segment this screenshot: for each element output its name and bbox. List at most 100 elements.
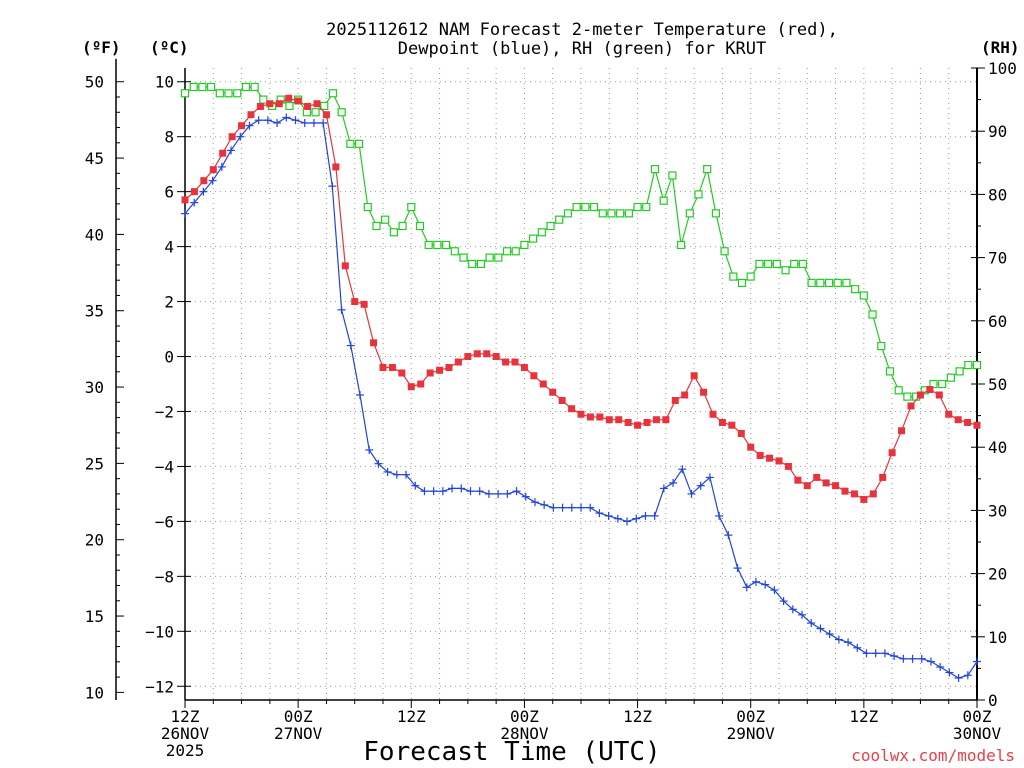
- rh-tick-label: 90: [988, 122, 1007, 141]
- data-point: [466, 487, 475, 496]
- data-point: [263, 116, 272, 125]
- x-tick-label: 00Z: [963, 707, 992, 726]
- data-point: [521, 492, 530, 501]
- data-point: [834, 635, 843, 644]
- data-point: [718, 418, 726, 426]
- data-point: [245, 121, 254, 130]
- data-point: [747, 443, 755, 451]
- data-point: [890, 652, 899, 661]
- data-point: [346, 139, 355, 148]
- data-point: [964, 360, 973, 370]
- data-point: [596, 413, 604, 421]
- data-point: [676, 240, 686, 250]
- data-point: [926, 385, 934, 393]
- data-point: [634, 421, 642, 429]
- data-point: [954, 416, 962, 424]
- data-point: [581, 202, 590, 212]
- data-point: [669, 478, 678, 487]
- data-point: [662, 416, 670, 424]
- data-point: [868, 310, 877, 319]
- data-point: [402, 470, 411, 479]
- data-point: [972, 360, 982, 370]
- data-point: [567, 503, 576, 512]
- data-point: [885, 367, 895, 376]
- data-point: [964, 418, 972, 426]
- data-point: [678, 465, 687, 474]
- fahrenheit-tick-label: 35: [85, 302, 104, 321]
- data-point: [457, 484, 466, 493]
- data-point: [398, 369, 406, 377]
- data-point: [181, 196, 189, 204]
- data-point: [511, 358, 519, 366]
- data-point: [869, 490, 877, 498]
- x-tick-label: 12Z: [623, 707, 652, 726]
- data-point: [595, 509, 604, 518]
- celsius-tick-label: −2: [155, 402, 174, 421]
- data-point: [860, 495, 868, 503]
- data-point: [341, 262, 349, 270]
- x-tick-label: 00Z: [736, 707, 765, 726]
- data-point: [798, 259, 808, 269]
- chart-title-line2: Dewpoint (blue), RH (green) for KRUT: [398, 39, 766, 59]
- data-point: [354, 139, 364, 148]
- data-point: [448, 484, 457, 493]
- data-point: [954, 674, 963, 683]
- data-point: [424, 240, 433, 250]
- data-point: [241, 82, 251, 92]
- data-point: [502, 247, 512, 256]
- data-point: [916, 391, 924, 399]
- celsius-tick-label: 8: [164, 128, 174, 147]
- x-tick-label: 2025: [166, 741, 205, 760]
- data-point: [355, 390, 364, 399]
- data-point: [632, 514, 641, 523]
- data-point: [190, 198, 199, 207]
- data-point: [705, 473, 714, 482]
- data-point: [641, 511, 650, 520]
- data-point: [643, 418, 651, 426]
- rh-tick-label: 0: [988, 691, 998, 710]
- series-temperature: [181, 94, 981, 503]
- data-point: [929, 379, 938, 389]
- data-point: [407, 383, 415, 391]
- data-point: [659, 196, 668, 205]
- data-point: [555, 215, 564, 224]
- data-point: [494, 253, 503, 262]
- unit-label-rh: (RH): [981, 38, 1020, 57]
- data-point: [690, 372, 698, 380]
- data-point: [822, 479, 830, 487]
- data-point: [190, 188, 198, 196]
- data-point: [903, 392, 912, 401]
- data-point: [426, 369, 434, 377]
- data-point: [537, 228, 546, 237]
- data-point: [803, 482, 811, 490]
- data-point: [563, 209, 573, 218]
- data-point: [473, 350, 481, 358]
- unit-label-fahrenheit: (ºF): [82, 38, 121, 57]
- data-point: [685, 209, 694, 218]
- data-point: [530, 498, 539, 507]
- data-point: [598, 209, 607, 218]
- data-point: [407, 202, 416, 212]
- data-point: [374, 459, 383, 468]
- data-point: [417, 380, 425, 388]
- data-point: [224, 89, 233, 98]
- data-point: [737, 429, 745, 437]
- data-point: [429, 487, 438, 496]
- data-point: [209, 166, 217, 174]
- data-point: [512, 487, 521, 496]
- data-point: [558, 503, 567, 512]
- data-point: [711, 209, 721, 218]
- data-point: [798, 610, 807, 619]
- data-point: [389, 228, 398, 237]
- data-point: [254, 116, 263, 125]
- x-tick-label: 12Z: [171, 707, 200, 726]
- data-point: [955, 367, 964, 376]
- data-point: [879, 473, 887, 481]
- data-point: [433, 240, 442, 250]
- x-tick-label: 12Z: [397, 707, 426, 726]
- data-point: [319, 118, 328, 127]
- data-point: [328, 182, 337, 191]
- data-point: [233, 89, 242, 98]
- data-point: [709, 410, 717, 418]
